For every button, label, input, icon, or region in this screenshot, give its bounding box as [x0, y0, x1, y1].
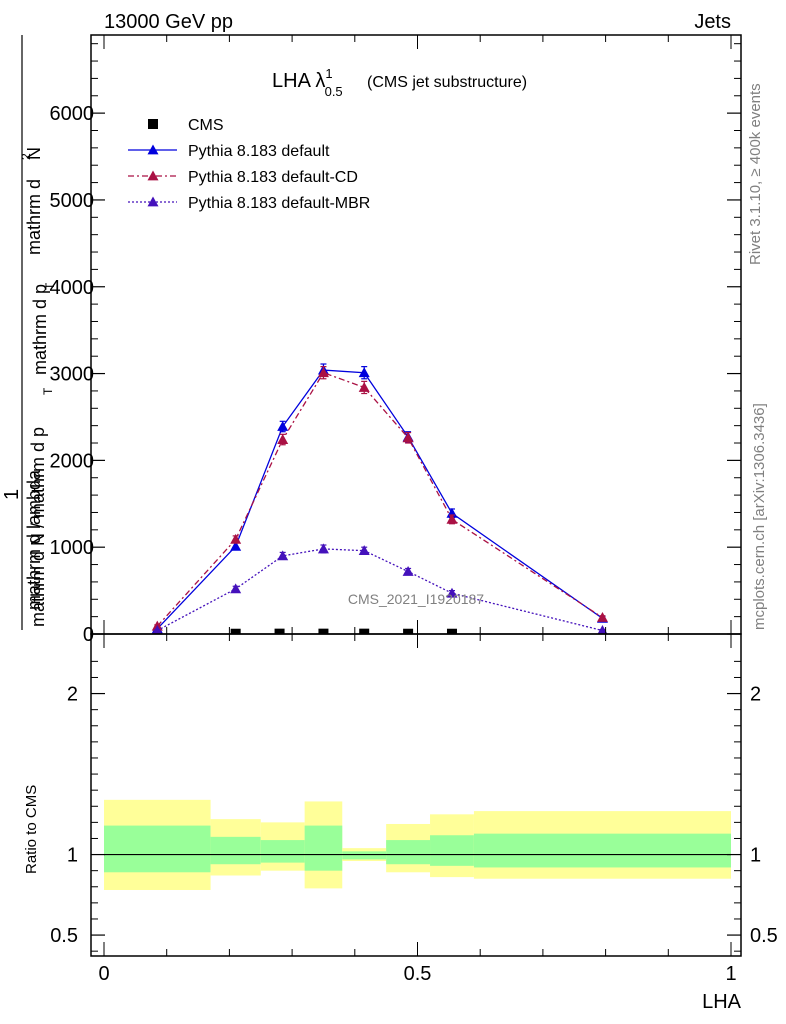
ratio-band-inner — [342, 851, 387, 860]
ratio-panel-frame — [90, 633, 742, 957]
ylabel-num-end: mathrm d lambda — [24, 469, 44, 610]
series-point-3 — [152, 625, 163, 634]
ratio-band-inner — [430, 835, 474, 866]
ylabel-num-bottom-sub: T — [43, 282, 57, 290]
series-point-3 — [597, 625, 608, 634]
ylabel-num-bottom: mathrm d p — [30, 284, 50, 375]
cms-data-point — [274, 628, 285, 634]
series-point-2 — [277, 434, 289, 444]
ratio-band-inner — [473, 833, 731, 868]
ratio-panel-content — [104, 799, 731, 890]
analysis-watermark: CMS_2021_I1920187 — [348, 591, 484, 607]
legend-label-0: CMS — [188, 117, 224, 134]
ratio-ytick-label-left: 0.5 — [50, 925, 78, 947]
series-point-1 — [230, 540, 242, 551]
ratio-band-inner — [210, 836, 261, 865]
ratio-band-inner — [104, 825, 211, 873]
legend-marker-cms — [148, 119, 158, 129]
ratio-ylabel: Ratio to CMS — [23, 785, 40, 874]
series-point-3 — [277, 550, 289, 561]
ratio-band-inner — [304, 825, 343, 871]
x-tick-label: 0 — [98, 963, 109, 985]
ylabel-den-sub: T — [41, 387, 55, 395]
ratio-panel-ticks: 0.5 0.5 1 1 2 2 0 0.5 1 — [50, 634, 778, 985]
legend-marker-3 — [147, 196, 159, 207]
ratio-band-inner — [260, 840, 305, 863]
main-panel-content — [151, 363, 608, 634]
series-point-1 — [277, 421, 289, 431]
series-point-2 — [358, 381, 370, 392]
x-tick-label: 0.5 — [404, 963, 432, 985]
main-ytick-label: 6000 — [50, 103, 95, 125]
main-ytick-label: 1000 — [50, 537, 95, 559]
series-line-2 — [156, 371, 603, 627]
ratio-ytick-label-left: 2 — [67, 684, 78, 706]
main-ytick-label: 3000 — [50, 364, 95, 386]
header-left-label: 13000 GeV pp — [104, 11, 233, 33]
main-ytick-label: 2000 — [50, 450, 95, 472]
series-point-3 — [230, 583, 242, 594]
series-point-3 — [317, 543, 329, 554]
ylabel-den: mathrm d N / mathrm d p — [28, 427, 48, 627]
ratio-ytick-label-right: 1 — [750, 845, 761, 867]
x-tick-label: 1 — [725, 963, 736, 985]
main-title-sub: 0.5 — [325, 84, 343, 99]
rivet-label: Rivet 3.1.10, ≥ 400k events — [747, 83, 764, 265]
series-line-1 — [156, 369, 603, 630]
series-point-3 — [402, 565, 414, 576]
main-ytick-label: 5000 — [50, 190, 95, 212]
cms-data-point — [230, 628, 241, 634]
ylabel-num-sup: 2 — [19, 153, 33, 160]
ylabel-one: 1 — [1, 489, 23, 500]
header-right-label: Jets — [694, 11, 731, 33]
ratio-ytick-label-left: 1 — [67, 845, 78, 867]
main-ytick-label: 0 — [83, 624, 94, 646]
ratio-band-inner — [386, 840, 431, 865]
main-title-sup: 1 — [325, 66, 332, 81]
cms-data-point — [359, 628, 370, 634]
legend: CMS Pythia 8.183 default Pythia 8.183 defa… — [128, 117, 370, 212]
legend-label-3: Pythia 8.183 default-MBR — [188, 195, 370, 212]
main-ytick-label: 4000 — [50, 277, 95, 299]
ratio-ytick-label-right: 0.5 — [750, 925, 778, 947]
ylabel-num-top: mathrm d — [24, 179, 44, 255]
cms-data-point — [446, 628, 457, 634]
cms-data-point — [318, 628, 329, 634]
legend-label-1: Pythia 8.183 default — [188, 143, 330, 160]
series-point-2 — [596, 612, 608, 622]
main-title-suffix: (CMS jet substructure) — [367, 74, 527, 91]
series-point-3 — [446, 587, 458, 598]
series-line-3 — [156, 548, 603, 632]
legend-label-2: Pythia 8.183 default-CD — [188, 169, 358, 186]
series-point-3 — [358, 545, 370, 556]
series-point-2 — [402, 432, 414, 443]
main-title-text: LHA λ — [272, 70, 325, 92]
legend-marker-1 — [147, 144, 159, 155]
ratio-ytick-label-right: 2 — [750, 684, 761, 706]
series-point-1 — [358, 367, 370, 378]
mcplots-label: mcplots.cern.ch [arXiv:1306.3436] — [751, 403, 768, 630]
ylabel-num-mid: N — [24, 147, 44, 160]
cms-data-point — [403, 628, 414, 634]
x-axis-label: LHA — [702, 991, 742, 1013]
series-point-2 — [230, 533, 242, 544]
main-ylabel: mathrm d 2 N mathrm d p T mathrm d lambd… — [1, 35, 57, 630]
main-title: LHA λ1 0.5 — [272, 66, 343, 99]
series-point-2 — [446, 513, 458, 524]
series-point-2 — [317, 367, 329, 378]
main-panel-ticks: 0 1000 2000 3000 4000 5000 6000 — [50, 35, 741, 646]
legend-marker-2 — [147, 170, 159, 181]
